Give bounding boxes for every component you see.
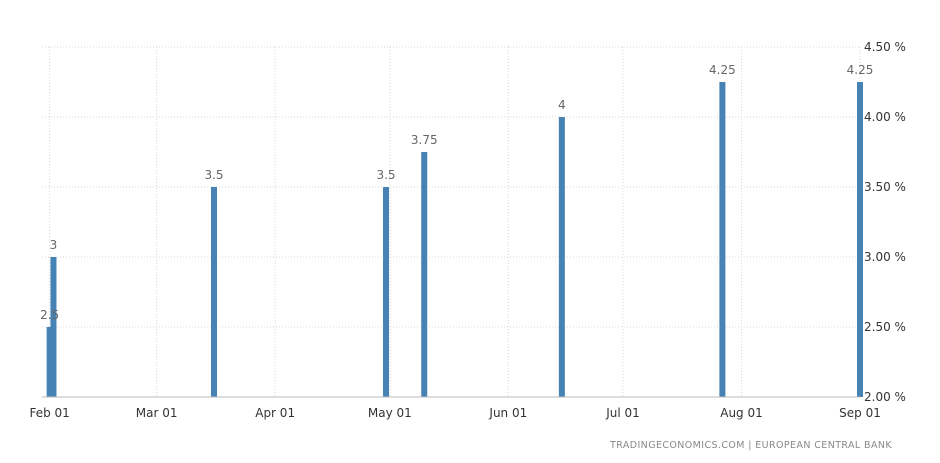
data-label: 3 [50,238,58,252]
x-tick-label: May 01 [368,406,412,420]
data-label: 3.5 [376,168,395,182]
bar [46,327,53,397]
bar [421,152,428,397]
bar [719,82,726,397]
data-label: 4 [558,98,566,112]
y-tick-label: 3.50 % [864,180,906,194]
data-label: 4.25 [709,63,736,77]
x-tick-label: Sep 01 [839,406,881,420]
data-label: 3.75 [411,133,438,147]
x-tick-label: Aug 01 [720,406,763,420]
y-tick-label: 4.50 % [864,40,906,54]
x-tick-label: Jul 01 [605,406,640,420]
bar [383,187,390,397]
x-tick-label: Apr 01 [255,406,295,420]
x-tick-label: Jun 01 [488,406,527,420]
y-tick-label: 3.00 % [864,250,906,264]
x-tick-label: Mar 01 [136,406,178,420]
y-tick-label: 2.00 % [864,390,906,404]
bar [857,82,863,397]
x-tick-label: Feb 01 [29,406,69,420]
bar [211,187,218,397]
data-label: 4.25 [847,63,874,77]
source-attribution: TRADINGECONOMICS.COM | EUROPEAN CENTRAL … [610,440,892,451]
y-tick-label: 2.50 % [864,320,906,334]
data-label: 3.5 [204,168,223,182]
bar [50,257,57,397]
y-tick-label: 4.00 % [864,110,906,124]
bar [558,117,565,397]
data-label: 2.5 [40,308,59,322]
